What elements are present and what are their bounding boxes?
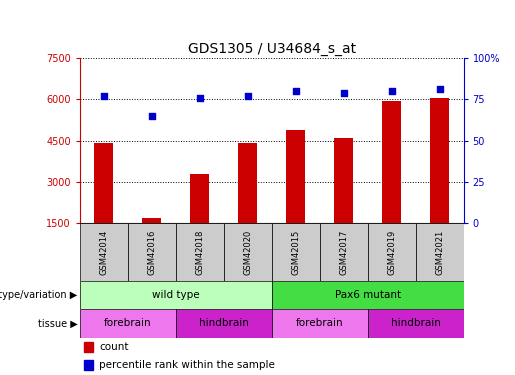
Bar: [224, 223, 272, 281]
Text: GSM42019: GSM42019: [387, 230, 396, 275]
Bar: [176, 309, 272, 338]
Text: GSM42015: GSM42015: [291, 230, 300, 275]
Bar: [80, 281, 272, 309]
Text: wild type: wild type: [152, 290, 199, 300]
Bar: [416, 223, 464, 281]
Bar: [142, 217, 161, 264]
Point: [291, 88, 300, 94]
Text: hindbrain: hindbrain: [199, 318, 249, 328]
Point: [100, 93, 108, 99]
Text: percentile rank within the sample: percentile rank within the sample: [99, 360, 275, 370]
Text: GSM42021: GSM42021: [435, 230, 444, 275]
Bar: [368, 309, 464, 338]
Text: GSM42017: GSM42017: [339, 230, 348, 275]
Bar: [272, 309, 368, 338]
Bar: [382, 101, 401, 264]
Bar: [94, 143, 113, 264]
Bar: [80, 223, 128, 281]
Title: GDS1305 / U34684_s_at: GDS1305 / U34684_s_at: [187, 42, 356, 56]
Point: [148, 113, 156, 119]
Text: genotype/variation ▶: genotype/variation ▶: [0, 290, 77, 300]
Text: GSM42014: GSM42014: [99, 230, 108, 275]
Text: GSM42020: GSM42020: [243, 230, 252, 275]
Text: count: count: [99, 342, 129, 352]
Text: forebrain: forebrain: [296, 318, 344, 328]
Point: [196, 95, 204, 101]
Text: hindbrain: hindbrain: [390, 318, 440, 328]
Bar: [83, 342, 93, 352]
Text: forebrain: forebrain: [104, 318, 151, 328]
Bar: [272, 223, 320, 281]
Bar: [83, 360, 93, 370]
Text: tissue ▶: tissue ▶: [38, 318, 77, 328]
Bar: [176, 223, 224, 281]
Text: GSM42016: GSM42016: [147, 230, 156, 275]
Bar: [238, 143, 258, 264]
Text: GSM42018: GSM42018: [195, 230, 204, 275]
Bar: [286, 130, 305, 264]
Point: [387, 88, 396, 94]
Bar: [368, 223, 416, 281]
Bar: [128, 223, 176, 281]
Bar: [190, 174, 209, 264]
Bar: [80, 309, 176, 338]
Bar: [334, 138, 353, 264]
Point: [339, 90, 348, 96]
Bar: [320, 223, 368, 281]
Bar: [430, 98, 449, 264]
Bar: [272, 281, 464, 309]
Point: [435, 87, 443, 93]
Point: [244, 93, 252, 99]
Text: Pax6 mutant: Pax6 mutant: [335, 290, 401, 300]
